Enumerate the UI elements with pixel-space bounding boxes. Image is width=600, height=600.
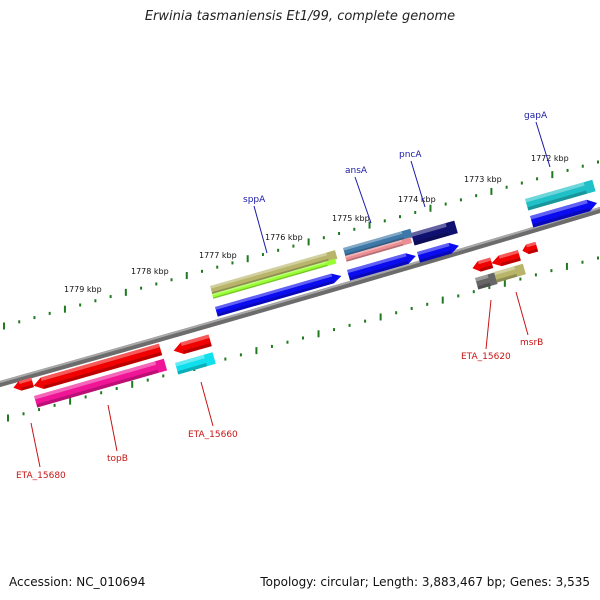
sppA-strand-feature [215, 273, 342, 317]
gene-label: ansA [345, 166, 368, 176]
kbp-label: 1777 kbp [199, 251, 237, 260]
gene-labels: sppA ansA pncA gapA ETA_15680 topB ETA_15660 ET… [16, 111, 551, 481]
genome-backbone [0, 207, 600, 387]
gapA-strand-feature [530, 199, 598, 228]
msrB-feature [494, 263, 526, 283]
grey-feature [475, 272, 498, 290]
kbp-labels: 1779 kbp 1778 kbp 1777 kbp 1776 kbp 1775 kbp… [64, 154, 569, 294]
kbp-label: 1779 kbp [64, 285, 102, 294]
kbp-label: 1778 kbp [131, 267, 169, 276]
ETA_15620-feature [472, 257, 494, 272]
gene-label: msrB [520, 338, 543, 348]
gene-label: topB [107, 454, 128, 464]
gene-label: ETA_15660 [188, 430, 238, 440]
gene-label: ETA_15680 [16, 471, 66, 481]
gene-label-leader [410, 160, 426, 208]
kbp-label: 1773 kbp [464, 175, 502, 184]
gene-label: sppA [243, 195, 266, 205]
gene-label: ETA_15620 [461, 352, 511, 362]
gene-label-leader [535, 121, 551, 168]
accession-label: Accession: NC_010694 [9, 575, 146, 589]
gene-label-leader [253, 205, 268, 254]
kbp-label: 1772 kbp [531, 154, 569, 163]
ETA_15660-feature [173, 334, 212, 355]
gene-label-leader [515, 291, 529, 336]
cyan-feature [175, 352, 216, 375]
ansA-strand-feature [347, 253, 416, 281]
gene-label: pncA [399, 150, 422, 160]
map-title: Erwinia tasmaniensis Et1/99, complete ge… [144, 9, 456, 24]
gene-label: gapA [524, 111, 548, 121]
gene-label-leader [30, 422, 41, 468]
gene-label-leader [485, 299, 492, 350]
kbp-label: 1775 kbp [332, 214, 370, 223]
pncA-feature [411, 220, 458, 246]
kbp-label: 1776 kbp [265, 233, 303, 242]
ETA_15680-feature [13, 377, 34, 391]
gene-label-leader [107, 404, 118, 452]
gene-features [13, 179, 598, 408]
inner-tick-ring [7, 256, 599, 422]
red-feature-c [522, 241, 539, 255]
gene-label-leader [200, 381, 214, 427]
kbp-label: 1774 kbp [398, 195, 436, 204]
topB-feature [33, 358, 168, 408]
pncA-strand-feature [417, 242, 459, 263]
genome-summary: Topology: circular; Length: 3,883,467 bp… [260, 575, 590, 589]
ansA-feature-bottom [345, 237, 413, 262]
red-feature-b [491, 250, 521, 267]
sppA-feature-bottom [212, 258, 337, 299]
gapA-feature [525, 179, 596, 211]
gene-label-leader [354, 176, 372, 224]
outer-tick-ring [3, 160, 599, 330]
red-feature-long [33, 343, 163, 390]
